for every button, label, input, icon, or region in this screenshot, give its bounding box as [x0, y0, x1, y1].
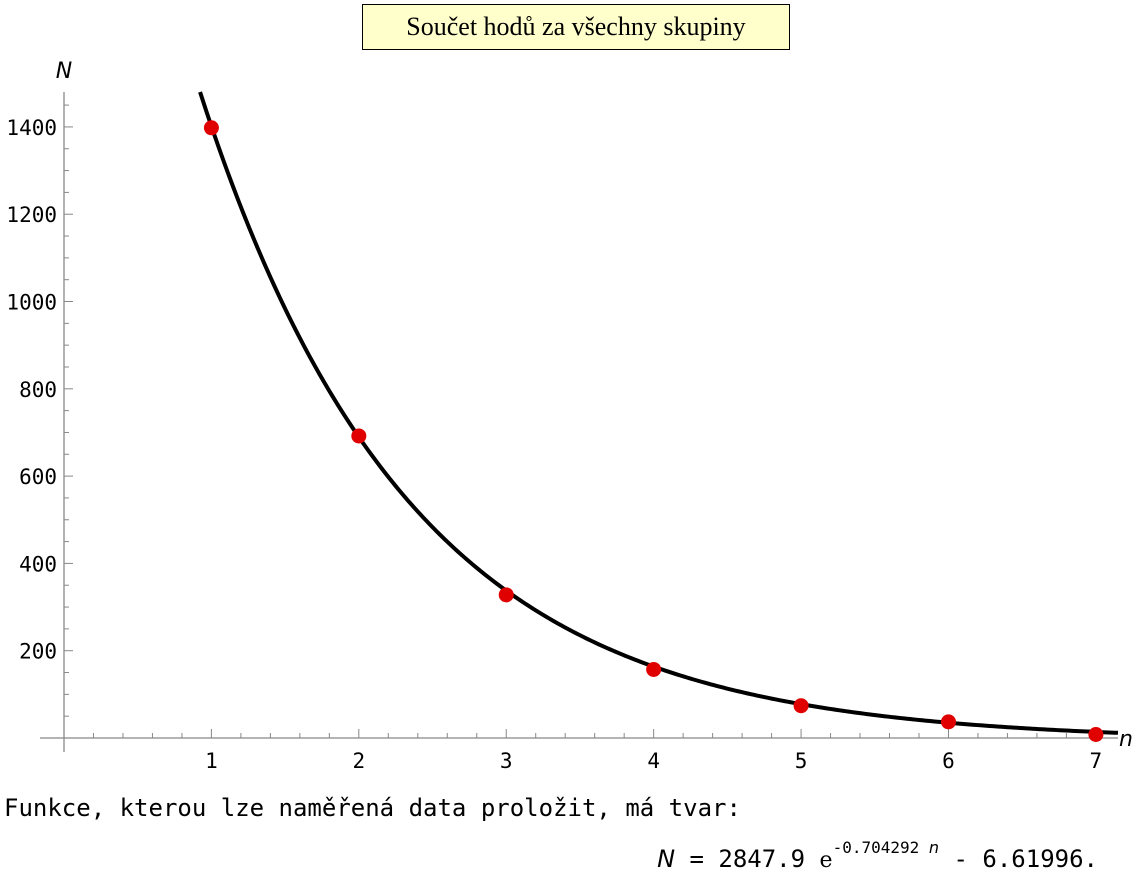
y-axis-label: N: [56, 59, 72, 84]
formula-equals: =: [675, 845, 719, 873]
y-tick-label: 200: [19, 640, 57, 664]
fit-curve-layer: [198, 91, 1119, 735]
caption-text: Funkce, kterou lze naměřená data proloži…: [4, 794, 741, 822]
fit-curve: [198, 91, 1119, 735]
y-tick-label: 600: [19, 465, 57, 489]
data-point: [1088, 727, 1104, 743]
formula-exponent-coef: -0.704292: [832, 838, 920, 857]
data-point: [940, 714, 956, 730]
formula-lhs: N: [657, 845, 676, 873]
x-tick-label: 4: [647, 749, 660, 773]
x-tick-label: 1: [205, 749, 218, 773]
x-tick-label: 6: [942, 749, 955, 773]
x-tick-label: 3: [500, 749, 513, 773]
y-tick-label: 400: [19, 552, 57, 576]
y-tick-label: 1400: [6, 116, 57, 140]
y-tick-label: 800: [19, 378, 57, 402]
data-points: [203, 120, 1104, 743]
y-tick-label: 1000: [6, 291, 57, 315]
formula-base: e: [819, 848, 833, 873]
formula-exponent-var: n: [928, 838, 940, 857]
data-point: [646, 661, 662, 677]
formula-exponent: -0.704292 n: [833, 838, 939, 857]
data-point: [793, 698, 809, 714]
y-tick-label: 1200: [6, 203, 57, 227]
x-tick-label: 5: [795, 749, 808, 773]
x-tick-label: 7: [1090, 749, 1103, 773]
formula-coefficient: 2847.9: [718, 845, 806, 873]
data-point: [351, 428, 367, 444]
data-point: [203, 120, 219, 136]
data-point: [498, 587, 514, 603]
x-axis-label: n: [1119, 727, 1133, 752]
ticks: 1 2 3 4 5 6 7 200 400 600 800 1000 1200 1400: [6, 104, 1103, 773]
formula-tail: - 6.61996.: [939, 845, 1098, 873]
chart-title: Součet hodů za všechny skupiny: [362, 4, 790, 50]
fit-formula: N = 2847.9 e-0.704292 n - 6.61996.: [657, 838, 1098, 873]
x-tick-label: 2: [352, 749, 365, 773]
axes: [40, 92, 1118, 752]
